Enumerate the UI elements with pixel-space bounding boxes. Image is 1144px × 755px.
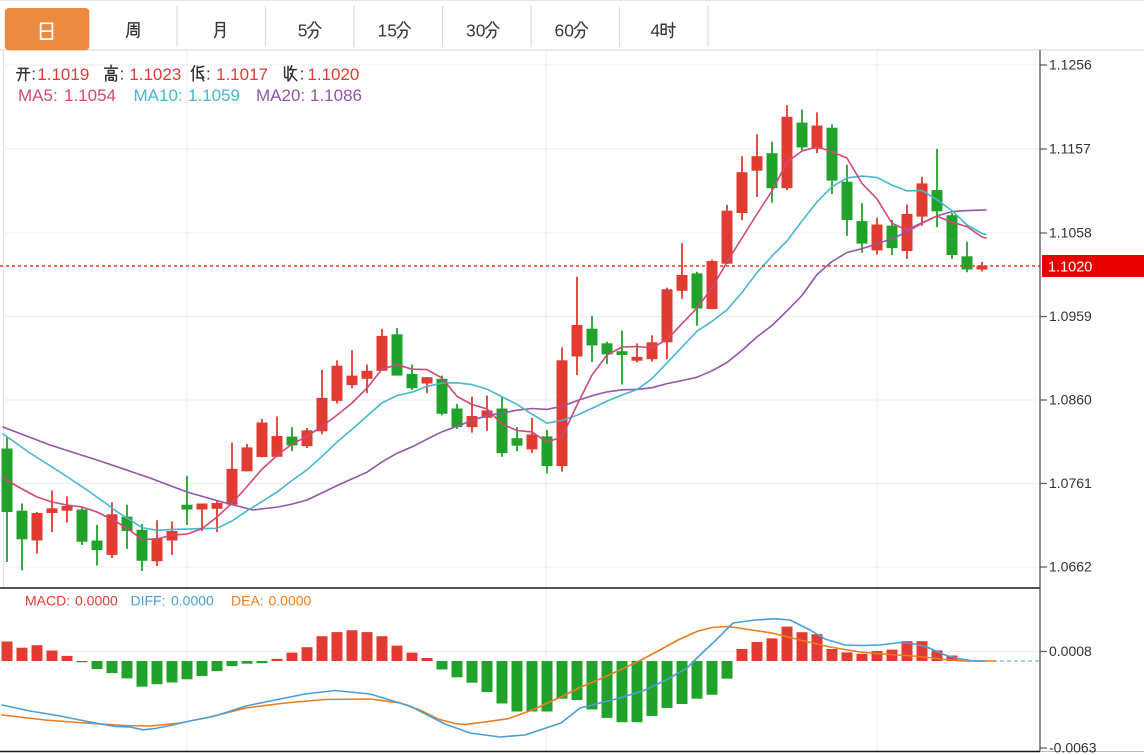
svg-text:1.1086: 1.1086 bbox=[310, 86, 362, 105]
svg-text:DEA:: DEA: bbox=[231, 593, 264, 609]
svg-text:30: 30 bbox=[466, 21, 486, 41]
svg-text:MA20:: MA20: bbox=[256, 86, 305, 105]
svg-text:-0.0063: -0.0063 bbox=[1049, 740, 1097, 755]
svg-text:1.0959: 1.0959 bbox=[1049, 308, 1092, 324]
svg-text::: : bbox=[206, 65, 211, 84]
svg-text::: : bbox=[300, 65, 305, 84]
svg-text:0.0000: 0.0000 bbox=[269, 593, 312, 609]
svg-text:1.1017: 1.1017 bbox=[216, 65, 268, 84]
svg-text:DIFF:: DIFF: bbox=[131, 593, 166, 609]
svg-text:1.1059: 1.1059 bbox=[188, 86, 240, 105]
svg-text:1.1054: 1.1054 bbox=[64, 86, 116, 105]
svg-text:0.0000: 0.0000 bbox=[171, 593, 214, 609]
svg-text:0.0000: 0.0000 bbox=[75, 593, 118, 609]
svg-text:1.1023: 1.1023 bbox=[129, 65, 181, 84]
svg-text:60: 60 bbox=[555, 21, 575, 41]
svg-text:15: 15 bbox=[378, 21, 397, 41]
svg-text:1.1020: 1.1020 bbox=[1048, 260, 1092, 276]
svg-text:5: 5 bbox=[298, 21, 308, 41]
svg-text::: : bbox=[120, 65, 125, 84]
svg-text:MA5:: MA5: bbox=[18, 86, 58, 105]
svg-text:0.0008: 0.0008 bbox=[1049, 643, 1092, 659]
svg-text:1.1256: 1.1256 bbox=[1049, 57, 1092, 73]
svg-text:1.0761: 1.0761 bbox=[1049, 475, 1092, 491]
svg-text:1.1157: 1.1157 bbox=[1049, 141, 1091, 157]
svg-text::: : bbox=[31, 65, 36, 84]
svg-text:1.0860: 1.0860 bbox=[1049, 392, 1092, 408]
svg-text:1.1020: 1.1020 bbox=[307, 65, 359, 84]
svg-text:MACD:: MACD: bbox=[25, 593, 70, 609]
svg-text:4: 4 bbox=[650, 21, 660, 41]
svg-text:1.0662: 1.0662 bbox=[1049, 559, 1092, 575]
svg-text:1.1058: 1.1058 bbox=[1049, 225, 1092, 241]
svg-text:MA10:: MA10: bbox=[134, 86, 183, 105]
svg-text:1.1019: 1.1019 bbox=[37, 65, 89, 84]
